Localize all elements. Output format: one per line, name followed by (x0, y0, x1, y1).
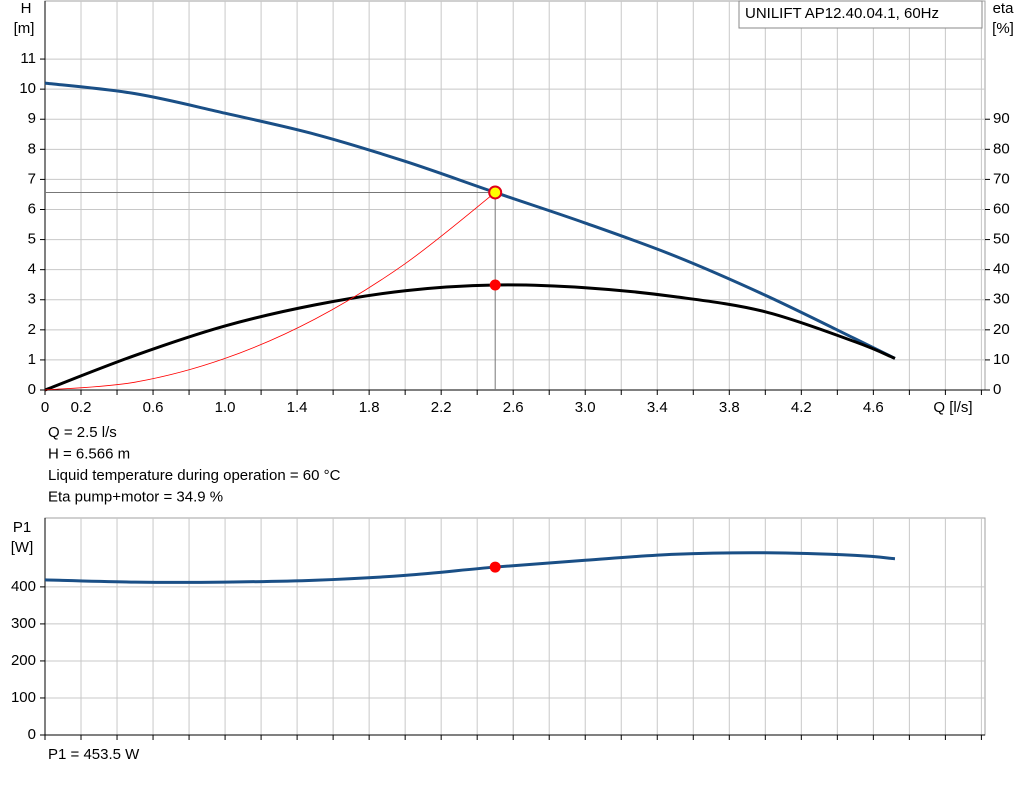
x-tick-label: 2.6 (503, 399, 524, 416)
y-tick-label: 11 (20, 50, 36, 67)
note: Q = 2.5 l/s (48, 424, 117, 441)
y-tick-label: 9 (28, 110, 36, 127)
x-tick-label: 0 (41, 399, 49, 416)
note: P1 = 453.5 W (48, 746, 140, 763)
x-tick-label: 2.2 (431, 399, 452, 416)
x-tick-label: 1.4 (287, 399, 308, 416)
y-tick-label: 0 (28, 726, 36, 743)
note: H = 6.566 m (48, 445, 130, 462)
x-tick-label: 1.8 (359, 399, 380, 416)
y2-tick-label: 90 (993, 110, 1010, 127)
y-axis-label: H (21, 0, 32, 17)
y-tick-label: 400 (11, 578, 36, 595)
duty-point-head (488, 185, 503, 200)
note: Eta pump+motor = 34.9 % (48, 488, 223, 505)
y2-axis-unit: [%] (992, 20, 1014, 37)
x-tick-label: 3.0 (575, 399, 596, 416)
x-tick-label: 3.4 (647, 399, 668, 416)
y2-tick-label: 0 (993, 381, 1001, 398)
x-tick-label: 1.0 (215, 399, 236, 416)
y2-tick-label: 20 (993, 321, 1010, 338)
y-tick-label: 3 (28, 291, 36, 308)
y-tick-label: 6 (28, 200, 36, 217)
y-tick-label: 5 (28, 231, 36, 248)
x-tick-label: 3.8 (719, 399, 740, 416)
y2-axis-label: eta (993, 0, 1015, 17)
duty-point-power (489, 561, 501, 573)
y2-tick-label: 40 (993, 261, 1010, 278)
y-tick-label: 0 (28, 381, 36, 398)
y2-tick-label: 10 (993, 351, 1010, 368)
y-tick-label: 300 (11, 615, 36, 632)
y-axis-unit: [W] (11, 539, 34, 556)
y-tick-label: 7 (28, 170, 36, 187)
y-tick-label: 100 (11, 689, 36, 706)
y-tick-label: 10 (19, 80, 36, 97)
x-tick-label: 0.2 (71, 399, 92, 416)
y2-tick-label: 80 (993, 140, 1010, 157)
y-axis-label: P1 (13, 519, 31, 536)
y2-tick-label: 70 (993, 170, 1010, 187)
y2-tick-label: 50 (993, 231, 1010, 248)
x-tick-label: 0.6 (143, 399, 164, 416)
x-tick-label: 4.6 (863, 399, 884, 416)
title-box (738, 0, 983, 29)
x-axis-label: Q [l/s] (933, 399, 972, 416)
y-tick-label: 8 (28, 140, 36, 157)
plot-area (44, 517, 986, 736)
x-tick-label: 4.2 (791, 399, 812, 416)
y-tick-label: 1 (28, 351, 36, 368)
note: Liquid temperature during operation = 60… (48, 467, 341, 484)
y-tick-label: 4 (28, 261, 36, 278)
y-axis-unit: [m] (14, 20, 35, 37)
duty-point-eta (489, 279, 501, 291)
y-tick-label: 200 (11, 652, 36, 669)
chart-title: UNILIFT AP12.40.04.1, 60Hz (745, 5, 939, 22)
y2-tick-label: 30 (993, 291, 1010, 308)
y-tick-label: 2 (28, 321, 36, 338)
curve (44, 192, 496, 391)
y2-tick-label: 60 (993, 200, 1010, 217)
